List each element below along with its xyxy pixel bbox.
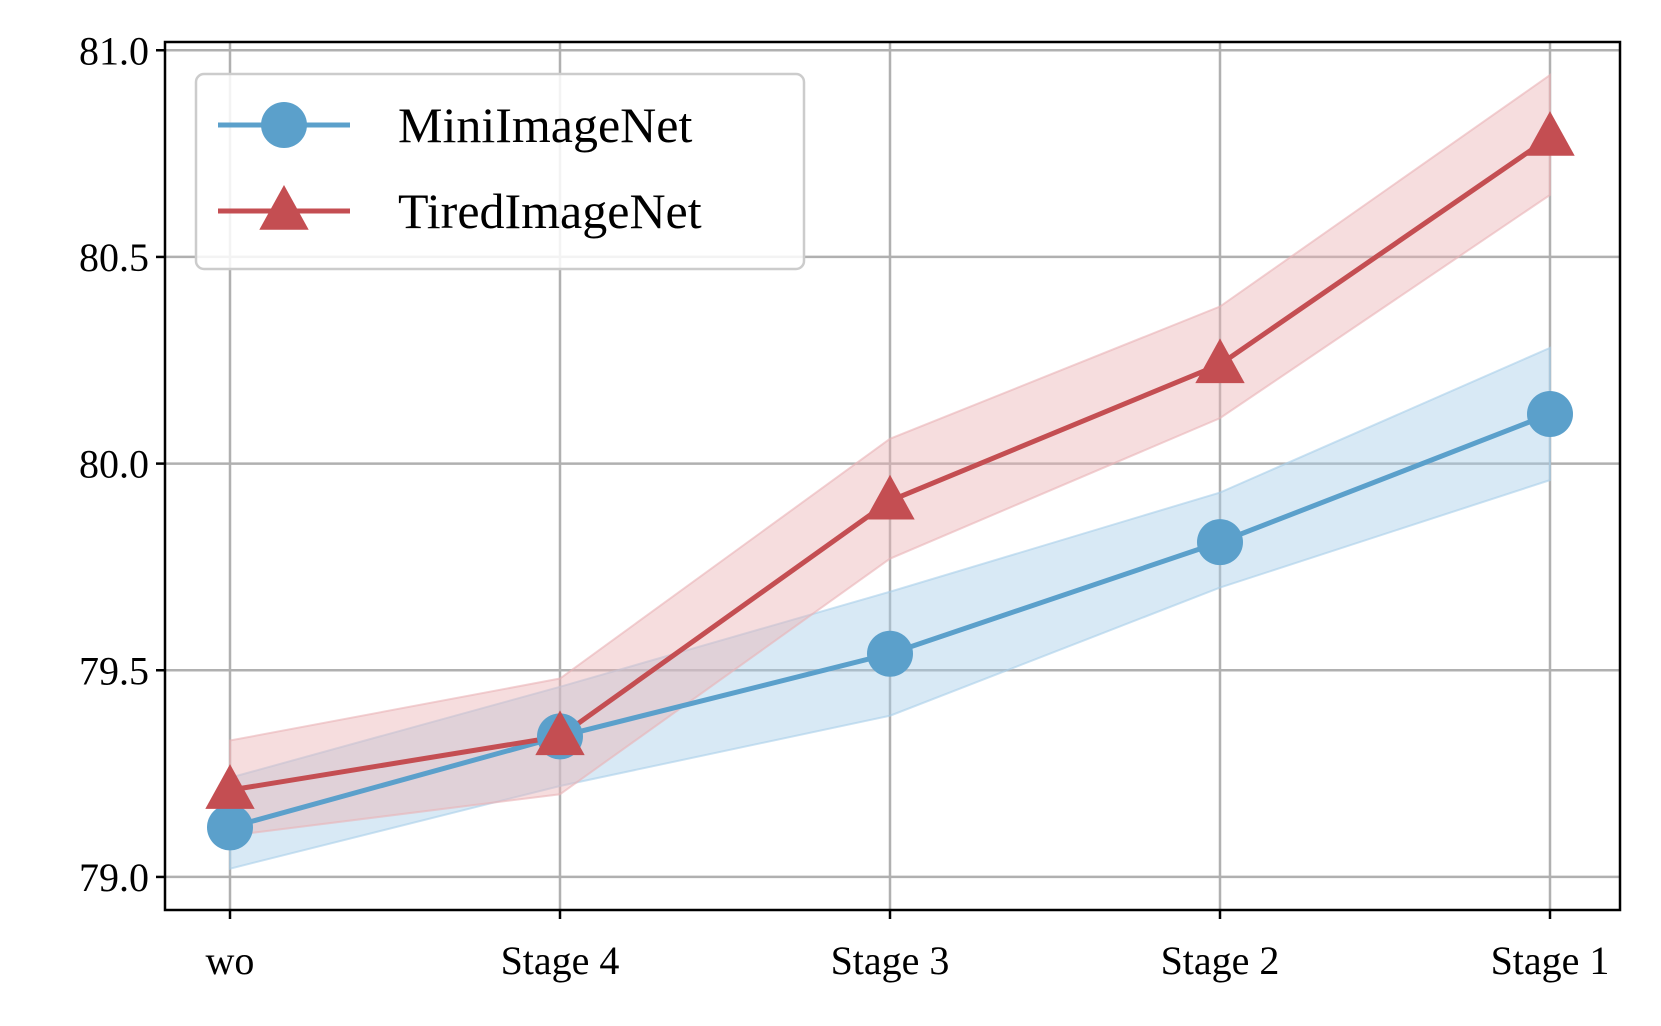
axis-ticks: 79.0 79.5 80.0 80.5 81.0 wo Stage 4 Stage 3 Stag… (79, 28, 1609, 983)
y-tick-label: 80.5 (79, 235, 149, 280)
legend-circle-marker (261, 102, 307, 148)
series-markers (205, 111, 1575, 851)
point-tiredimagenet (1525, 111, 1575, 156)
x-tick-label: Stage 4 (501, 938, 620, 983)
point-tiredimagenet (205, 764, 255, 809)
legend-label: TiredImageNet (398, 183, 702, 239)
x-tick-label: Stage 2 (1161, 938, 1280, 983)
point-miniimagenet (207, 804, 253, 851)
x-tick-label: Stage 1 (1491, 938, 1610, 983)
y-tick-label: 80.0 (79, 442, 149, 487)
y-tick-label: 81.0 (79, 28, 149, 73)
point-tiredimagenet (1195, 338, 1245, 384)
plot-frame (163, 40, 1622, 912)
legend-label: MiniImageNet (398, 97, 692, 153)
point-miniimagenet (1197, 519, 1243, 566)
point-miniimagenet (1527, 391, 1573, 437)
legend-triangle-marker (259, 185, 309, 230)
y-tick-label: 79.0 (79, 855, 149, 900)
x-tick-label: Stage 3 (831, 938, 950, 983)
band-tiredimagenet (229, 73, 1551, 837)
y-tick-label: 79.5 (79, 648, 149, 693)
point-tiredimagenet (865, 474, 915, 520)
x-tick-label: wo (206, 938, 255, 983)
point-miniimagenet (867, 630, 913, 677)
legend: MiniImageNet TiredImageNet (194, 72, 806, 271)
point-tiredimagenet (535, 710, 585, 756)
